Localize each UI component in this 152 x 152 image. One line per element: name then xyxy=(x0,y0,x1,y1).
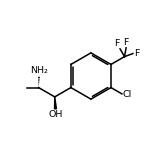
Text: F: F xyxy=(124,38,129,47)
Text: OH: OH xyxy=(48,110,63,119)
Text: Cl: Cl xyxy=(123,90,132,99)
Polygon shape xyxy=(55,97,56,109)
Text: NH₂: NH₂ xyxy=(30,66,48,75)
Text: F: F xyxy=(114,39,119,48)
Text: F: F xyxy=(134,49,139,58)
